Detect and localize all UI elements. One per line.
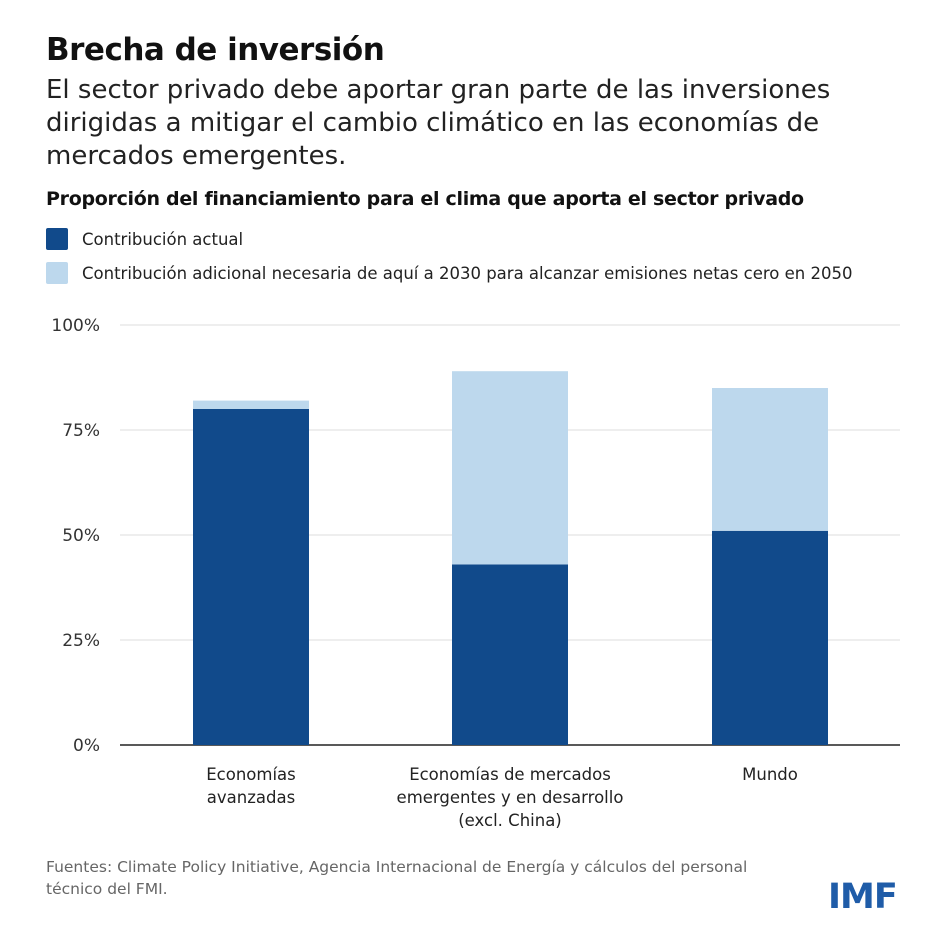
y-tick-label: 75% [62, 421, 100, 441]
bar-additional [452, 371, 568, 565]
x-tick-label: avanzadas [207, 788, 295, 807]
legend-item-current: Contribución actual [46, 228, 243, 250]
x-tick-label: (excl. China) [458, 811, 562, 830]
chart-title: Proporción del financiamiento para el cl… [46, 188, 804, 210]
x-tick-label: Economías de mercados [409, 765, 611, 784]
bar-additional [712, 388, 828, 531]
x-tick-label: Economías [206, 765, 296, 784]
y-tick-label: 50% [62, 526, 100, 546]
legend-swatch [46, 262, 68, 284]
legend-swatch [46, 228, 68, 250]
page-title: Brecha de inversión [46, 32, 385, 68]
source-note: Fuentes: Climate Policy Initiative, Agen… [46, 858, 748, 898]
x-tick-label: Mundo [742, 765, 798, 784]
imf-logo: IMF [828, 877, 898, 917]
page-subtitle: El sector privado debe aportar gran part… [46, 75, 831, 171]
bar-current [452, 564, 568, 745]
y-tick-label: 25% [62, 631, 100, 651]
bar-current [712, 530, 828, 745]
y-tick-label: 0% [73, 736, 100, 756]
legend-item-additional: Contribución adicional necesaria de aquí… [46, 262, 852, 284]
legend-label: Contribución actual [82, 229, 244, 249]
bar-current [193, 409, 309, 745]
legend-label: Contribución adicional necesaria de aquí… [82, 263, 853, 283]
y-tick-label: 100% [51, 316, 100, 336]
x-tick-label: emergentes y en desarrollo [397, 788, 624, 807]
bar-additional [193, 400, 309, 409]
